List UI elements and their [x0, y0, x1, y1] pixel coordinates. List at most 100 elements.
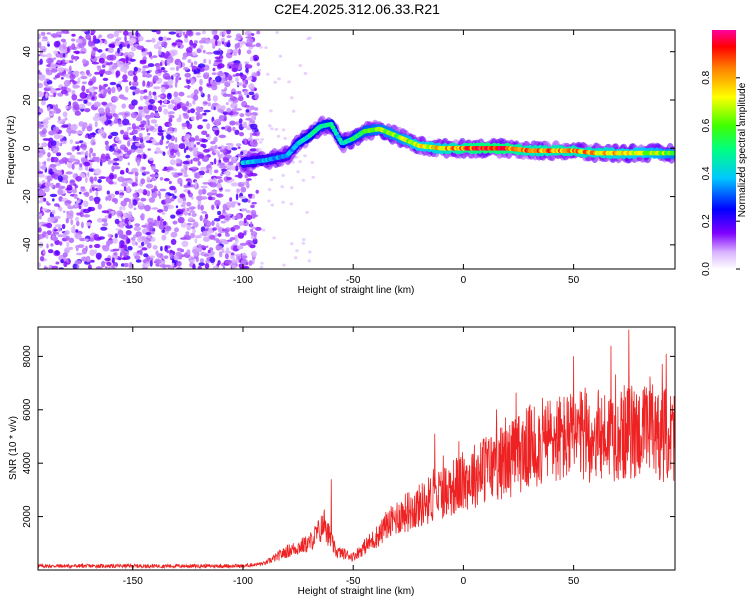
- noise-speck: [191, 212, 197, 217]
- noise-speck: [42, 138, 50, 141]
- noise-speck: [217, 210, 222, 216]
- noise-speck: [53, 92, 56, 98]
- noise-speck: [119, 43, 123, 50]
- noise-speck: [154, 123, 158, 128]
- noise-speck: [53, 50, 58, 55]
- noise-speck: [136, 159, 141, 167]
- noise-speck: [60, 89, 68, 95]
- noise-speck: [66, 241, 70, 248]
- noise-speck: [56, 59, 61, 64]
- noise-speck: [138, 124, 145, 128]
- noise-speck: [197, 124, 204, 130]
- noise-speck: [194, 235, 202, 239]
- noise-speck: [95, 266, 103, 269]
- snr-frame: [37, 326, 676, 571]
- noise-speck: [38, 41, 42, 49]
- noise-speck: [97, 178, 102, 184]
- noise-speck: [252, 238, 258, 245]
- noise-speck: [209, 256, 216, 263]
- noise-speck: [245, 79, 249, 85]
- noise-speck: [243, 231, 247, 236]
- noise-speck: [200, 37, 208, 41]
- snr-x-tick-label: 0: [461, 576, 467, 587]
- noise-speck: [152, 91, 157, 96]
- noise-speck: [66, 123, 72, 130]
- noise-speck: [83, 99, 88, 104]
- noise-speck: [183, 37, 189, 43]
- noise-speck: [56, 72, 65, 76]
- noise-speck: [232, 111, 239, 115]
- noise-speck: [172, 258, 176, 264]
- noise-speck: [125, 85, 129, 93]
- colorbar-tick-label: 0.4: [701, 166, 712, 180]
- noise-speck: [215, 58, 222, 63]
- noise-speck: [247, 199, 251, 203]
- noise-speck: [200, 245, 205, 248]
- noise-speck: [151, 191, 158, 199]
- noise-speck: [79, 237, 86, 242]
- noise-speck: [62, 252, 68, 258]
- noise-speck: [197, 154, 205, 159]
- noise-speck: [235, 90, 238, 95]
- noise-speck: [196, 251, 200, 257]
- noise-speck: [116, 60, 124, 68]
- noise-speck: [153, 169, 159, 173]
- noise-speck: [142, 73, 146, 78]
- heatmap-y-tick-label: 40: [22, 46, 33, 58]
- noise-speck: [211, 204, 215, 211]
- noise-speck: [91, 184, 99, 188]
- noise-speck: [197, 243, 202, 249]
- noise-speck: [46, 202, 51, 206]
- noise-speck: [242, 83, 247, 89]
- noise-speck: [245, 239, 253, 246]
- noise-speck: [169, 159, 177, 166]
- noise-speck: [99, 116, 107, 123]
- noise-speck: [168, 154, 176, 159]
- noise-speck: [186, 79, 191, 85]
- noise-speck: [44, 186, 50, 193]
- noise-speck: [170, 238, 177, 245]
- noise-speck: [88, 264, 92, 269]
- noise-speck: [159, 188, 167, 192]
- noise-speck: [141, 166, 147, 171]
- noise-speck: [219, 165, 227, 169]
- noise-speck: [174, 227, 179, 233]
- noise-speck: [238, 96, 244, 102]
- noise-speck: [111, 265, 114, 269]
- noise-speck: [290, 186, 294, 190]
- noise-speck: [235, 33, 242, 39]
- noise-speck: [91, 61, 100, 65]
- snr-x-tick-label: -50: [346, 576, 361, 587]
- noise-speck: [57, 226, 61, 232]
- noise-speck: [177, 151, 181, 157]
- noise-speck: [81, 81, 87, 85]
- noise-speck: [89, 147, 94, 154]
- noise-speck: [135, 30, 139, 37]
- noise-speck: [70, 219, 74, 226]
- noise-speck: [75, 233, 82, 240]
- noise-speck: [133, 207, 137, 211]
- noise-speck: [185, 231, 190, 236]
- noise-speck: [199, 215, 203, 222]
- noise-speck: [75, 229, 79, 233]
- noise-speck: [197, 265, 202, 269]
- noise-speck: [122, 74, 128, 81]
- noise-speck: [38, 183, 42, 188]
- noise-speck: [235, 78, 239, 83]
- noise-speck: [142, 80, 146, 87]
- noise-speck: [64, 200, 72, 204]
- noise-speck: [137, 245, 144, 249]
- noise-speck: [167, 78, 174, 86]
- heatmap-y-tick-label: -20: [22, 189, 33, 204]
- noise-speck: [311, 175, 316, 179]
- noise-speck: [104, 70, 112, 76]
- heatmap-y-label: Frequency (Hz): [6, 116, 17, 185]
- noise-speck: [211, 220, 215, 227]
- noise-speck: [38, 112, 42, 115]
- noise-speck: [105, 196, 109, 201]
- noise-speck: [47, 106, 51, 112]
- heatmap-x-tick-label: 0: [461, 275, 467, 286]
- noise-speck: [51, 140, 57, 147]
- colorbar-tick-label: 0.8: [701, 70, 712, 84]
- noise-speck: [248, 194, 253, 199]
